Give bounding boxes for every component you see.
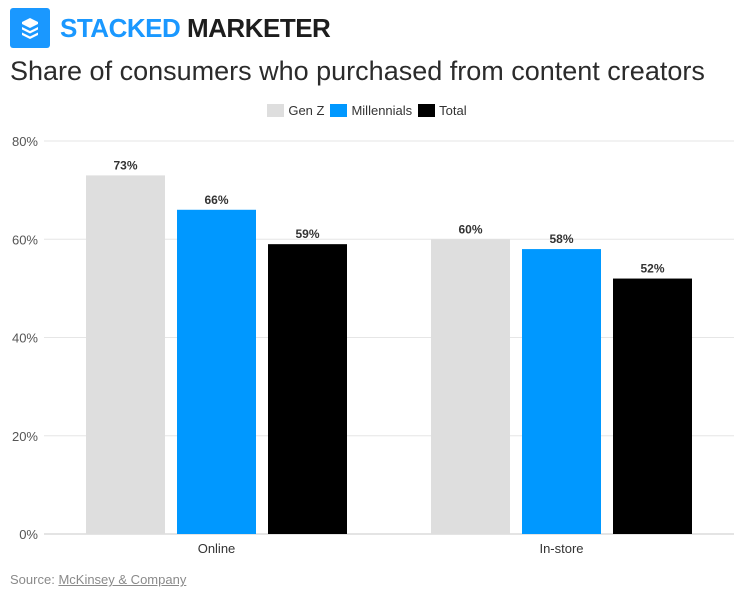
y-tick-label: 40% — [12, 331, 38, 346]
bar-millennials-in-store — [522, 249, 601, 534]
bar-chart: 0% 20% 40% 60% 80% 73% 66% 59% Online 60% 58% 52% In… — [12, 134, 734, 556]
bar-total-online — [268, 244, 347, 534]
data-label: 52% — [640, 262, 664, 276]
bar-gen-z-in-store — [431, 239, 510, 534]
legend-swatch-gen-z — [267, 104, 285, 117]
brand-name: STACKED MARKETER — [60, 12, 331, 44]
bar-total-in-store — [613, 278, 692, 534]
stack-layers-icon — [10, 8, 50, 48]
data-label: 60% — [458, 222, 482, 236]
legend-label-total: Total — [439, 103, 467, 118]
legend-label-millennials: Millennials — [351, 103, 413, 118]
legend-item-millennials: Millennials — [330, 103, 412, 118]
x-tick-label: In-store — [539, 541, 583, 556]
legend-item-gen-z: Gen Z — [267, 103, 324, 118]
source-link[interactable]: McKinsey & Company — [58, 572, 187, 587]
data-label: 73% — [113, 158, 137, 172]
legend-label-gen-z: Gen Z — [288, 103, 325, 118]
y-tick-label: 60% — [12, 232, 38, 247]
data-label: 66% — [204, 193, 228, 207]
source-label: Source: — [10, 572, 55, 587]
legend-item-total: Total — [418, 103, 467, 118]
y-tick-label: 20% — [12, 429, 38, 444]
bar-gen-z-online — [86, 175, 165, 534]
source-note: Source: McKinsey & Company — [10, 572, 186, 587]
legend-swatch-total — [418, 104, 436, 117]
chart-title: Share of consumers who purchased from co… — [10, 56, 705, 86]
brand-name-part1: STACKED — [60, 12, 181, 43]
data-label: 58% — [549, 232, 573, 246]
legend-swatch-millennials — [330, 104, 348, 117]
x-tick-label: Online — [198, 541, 236, 556]
y-tick-label: 0% — [19, 527, 38, 542]
brand-logo: STACKED MARKETER — [10, 8, 331, 48]
y-tick-label: 80% — [12, 134, 38, 149]
bar-millennials-online — [177, 209, 256, 534]
chart-legend: Gen Z Millennials Total — [0, 103, 734, 118]
brand-name-part2: MARKETER — [186, 12, 331, 43]
data-label: 59% — [295, 227, 319, 241]
